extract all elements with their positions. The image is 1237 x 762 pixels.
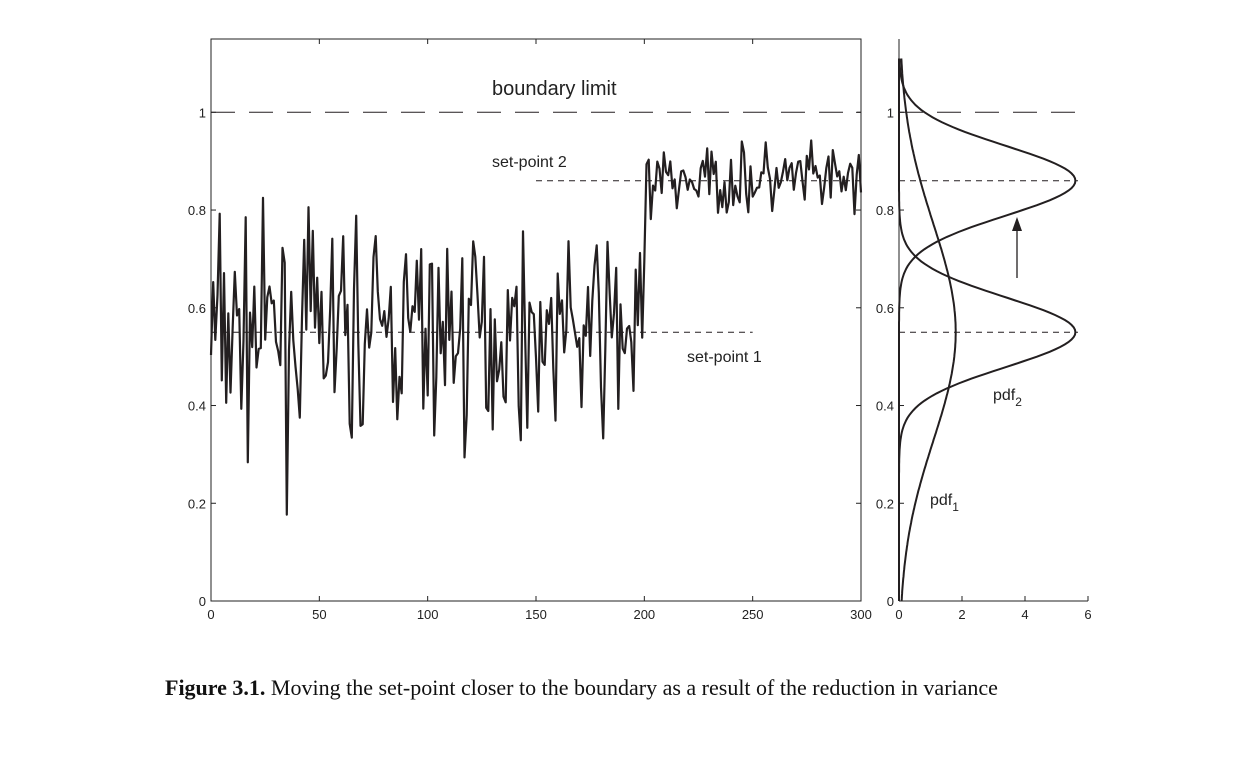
- y-tick-label: 1: [199, 105, 206, 120]
- x-tick-label: 0: [895, 607, 902, 622]
- pdf-curves: [898, 58, 1077, 602]
- y-tick-label: 0: [199, 594, 206, 609]
- caption-lead: Figure 3.1.: [165, 675, 266, 700]
- right-reference-lines: [899, 111, 1078, 333]
- x-tick-label: 300: [850, 607, 872, 622]
- x-tick-label: 50: [312, 607, 326, 622]
- right-axis-ticks: 0 2 4 6 0 0.2 0.4 0.6 0.8 1: [876, 105, 1092, 622]
- caption-text: Moving the set-point closer to the bound…: [265, 675, 998, 700]
- set-point-2-label: set-point 2: [492, 154, 567, 171]
- x-tick-label: 6: [1084, 607, 1091, 622]
- process-series: [209, 139, 863, 516]
- boundary-limit-label: boundary limit: [492, 78, 617, 100]
- right-plot-axes: [898, 39, 1088, 602]
- x-tick-label: 4: [1021, 607, 1028, 622]
- x-tick-label: 100: [417, 607, 439, 622]
- pdf2-subscript: 2: [1015, 395, 1022, 409]
- pdf1-subscript: 1: [952, 500, 959, 514]
- y-tick-label: 0.8: [188, 203, 206, 218]
- y-tick-label: 0.4: [188, 399, 206, 414]
- y-tick-label: 0.2: [188, 496, 206, 511]
- y-tick-label: 0.6: [876, 301, 894, 316]
- x-tick-label: 150: [525, 607, 547, 622]
- pdf2-base: pdf: [993, 387, 1016, 404]
- pdf1-base: pdf: [930, 492, 953, 509]
- y-tick-label: 1: [887, 105, 894, 120]
- left-axis-ticks: 0 50 100 150 200 250 300 0 0.2 0.4 0.6 0.8 1: [188, 39, 872, 622]
- y-tick-label: 0.4: [876, 399, 894, 414]
- set-point-1-label: set-point 1: [687, 349, 762, 366]
- x-tick-label: 2: [958, 607, 965, 622]
- left-plot-frame: [210, 38, 862, 602]
- shift-arrow: [1012, 217, 1022, 278]
- pdf-curve-pdf1: [900, 58, 957, 602]
- pdf2-label: pdf2: [993, 387, 1022, 409]
- figure-caption: Figure 3.1. Moving the set-point closer …: [165, 674, 1107, 701]
- pdf-curve-pdf2: [898, 58, 1077, 601]
- x-tick-label: 200: [633, 607, 655, 622]
- y-tick-label: 0: [887, 594, 894, 609]
- y-tick-label: 0.8: [876, 203, 894, 218]
- y-tick-label: 0.2: [876, 496, 894, 511]
- y-tick-label: 0.6: [188, 301, 206, 316]
- x-tick-label: 0: [207, 607, 214, 622]
- x-tick-label: 250: [742, 607, 764, 622]
- pdf1-label: pdf1: [930, 492, 959, 514]
- process-line: [209, 139, 863, 516]
